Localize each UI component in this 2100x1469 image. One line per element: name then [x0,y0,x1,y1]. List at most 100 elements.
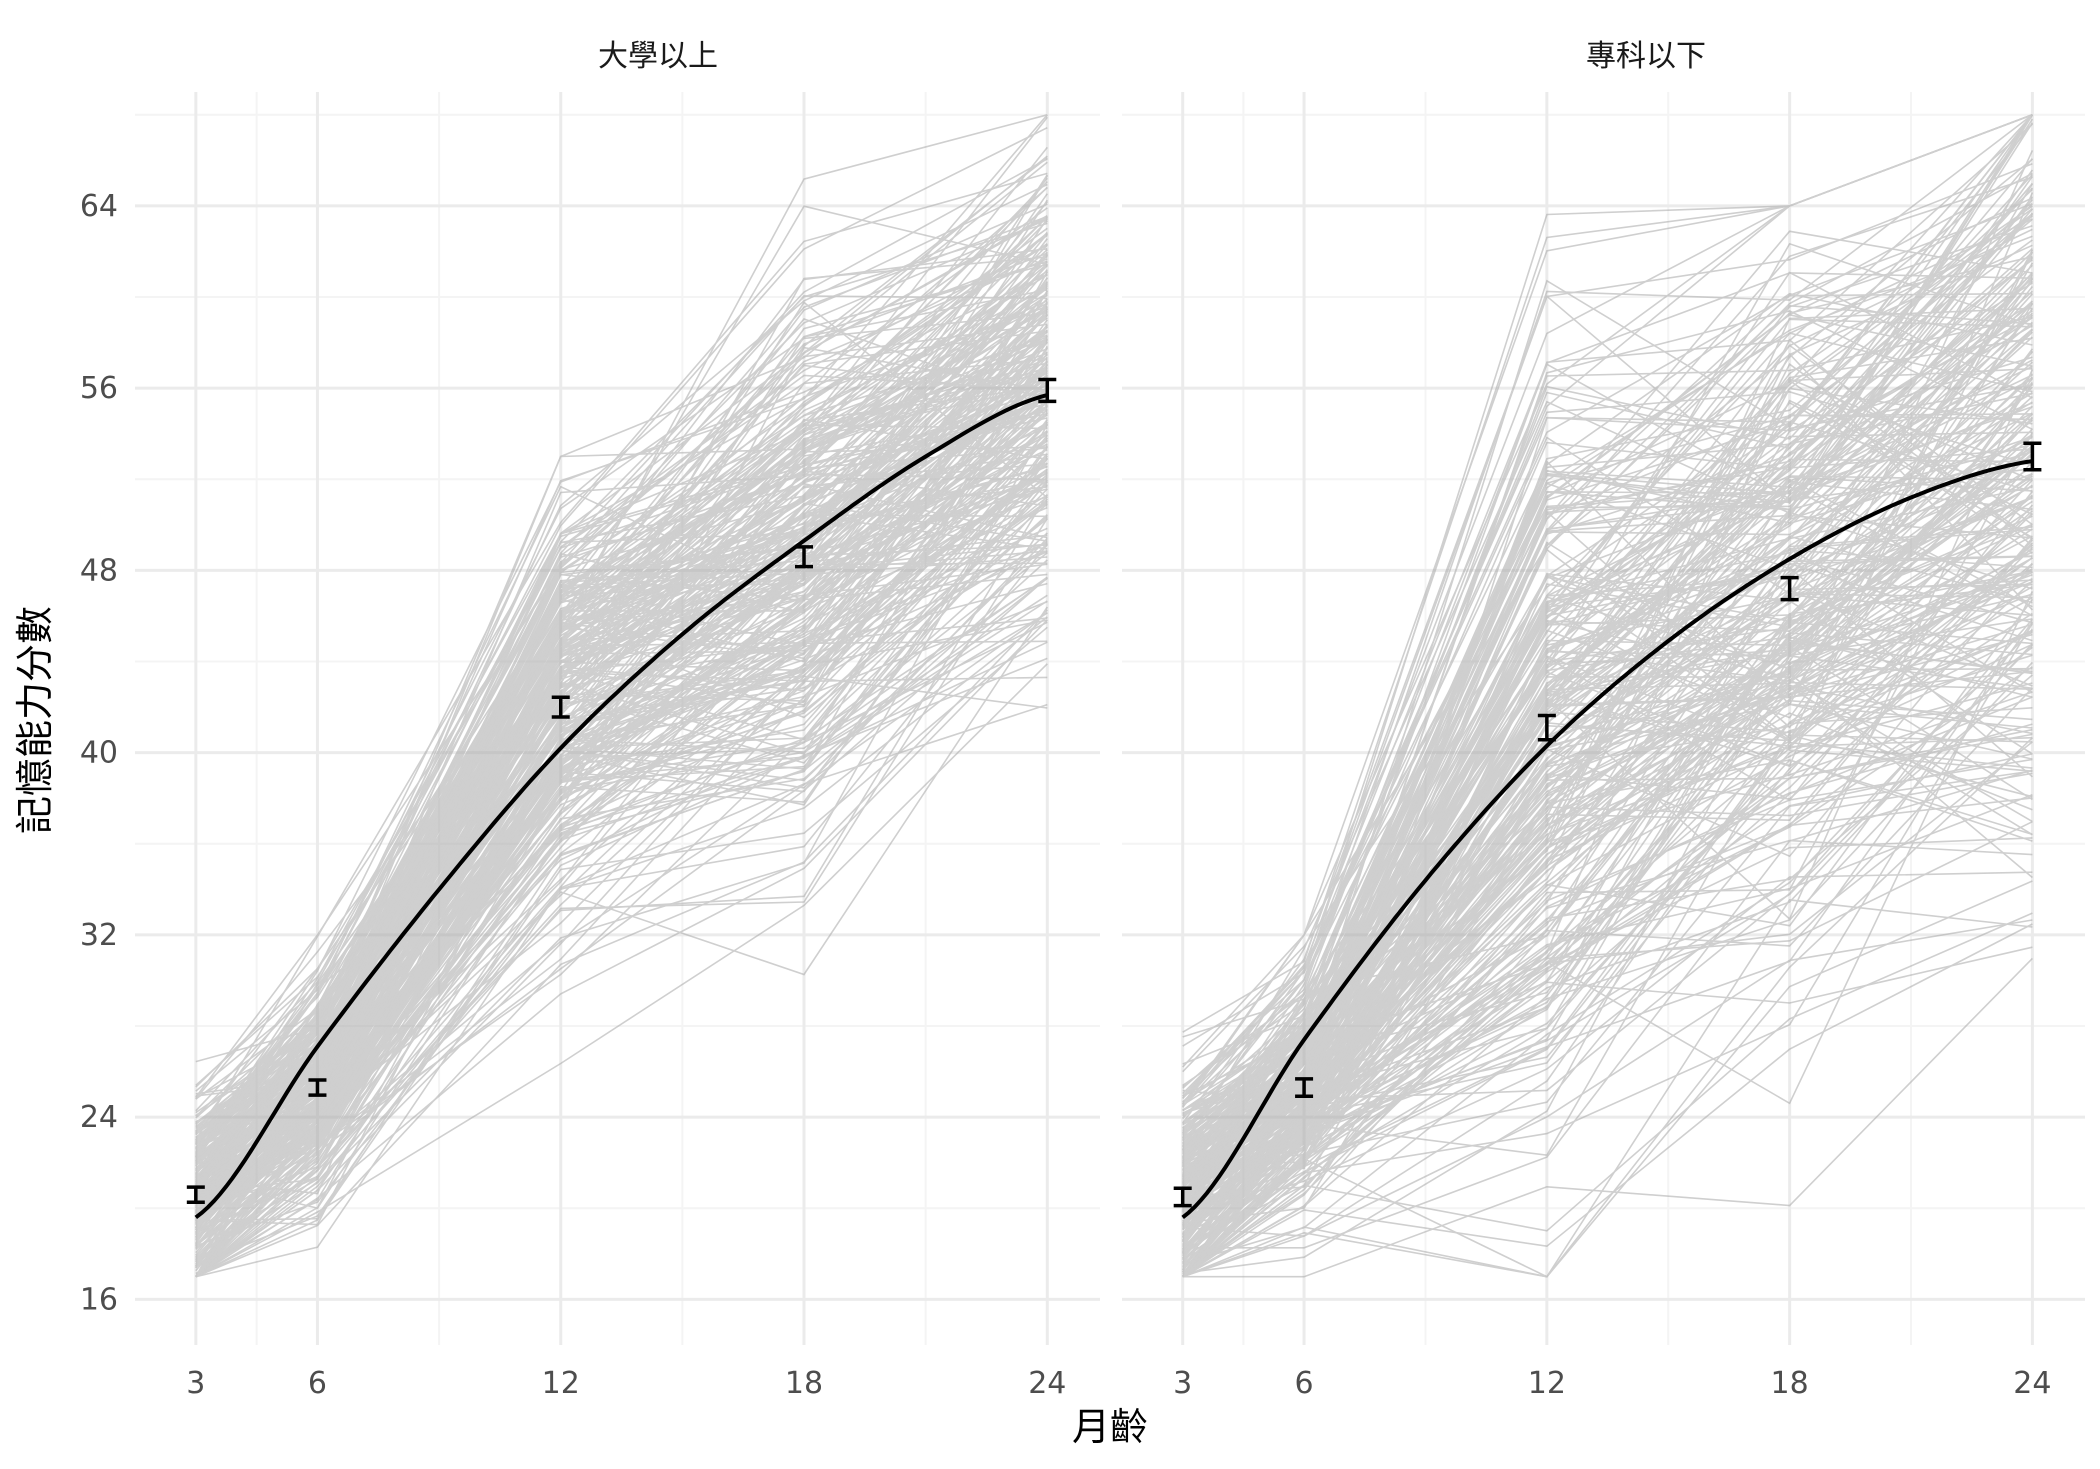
individual-line [195,600,1048,1278]
individual-line [1182,645,2033,1198]
mean-error-bar [2023,441,2042,472]
individual-line [195,457,1048,1189]
individual-line [1182,549,2033,1200]
x-tick-label: 6 [308,1366,327,1401]
individual-line [195,606,1048,1278]
individual-line [195,612,1048,1269]
panel-title: 專科以下 [1586,39,1706,74]
individual-line [1182,741,2033,1278]
individual-line [195,462,1048,1202]
fit-curve [1181,459,2033,1219]
mean-error-bar [1038,377,1057,404]
individual-line [195,616,1048,1247]
individual-line [1182,114,2034,1116]
individual-line [1182,384,2033,1175]
individual-line [1182,256,2033,1151]
individual-line [195,657,1048,1266]
x-tick-label: 3 [186,1366,205,1401]
mean-error-bar [308,1078,327,1097]
individual-line [1182,172,2033,1167]
individual-line [1182,770,2033,1278]
mean-error-bar [795,545,814,569]
individual-line [195,352,1048,1192]
individual-line [1182,741,2033,1236]
individual-line [1182,577,2033,1181]
individual-line [195,458,1048,1249]
individual-line [1182,570,2033,1206]
individual-line [195,261,1048,1167]
individual-line [195,468,1048,1246]
individual-line [1182,264,2033,1164]
individual-line [195,359,1048,1212]
individual-line [195,517,1048,1278]
individual-line [1182,290,2033,1156]
individual-line [195,114,1048,1125]
individual-line [1182,555,2033,1178]
error-bars [1173,441,2042,1208]
individual-line [1182,723,2033,1278]
individual-line [195,550,1048,1226]
individual-line [1182,573,2033,1223]
individual-line [1182,255,2033,1130]
fit-curve [194,393,1048,1219]
individual-line [195,466,1048,1219]
individual-line [195,552,1048,1278]
individual-line [195,414,1048,1193]
individual-line [195,641,1048,1233]
individual-line [195,609,1048,1278]
individual-line [195,374,1048,1170]
individual-line [1182,793,2033,1275]
individual-line [1182,687,2033,1278]
individual-line [1182,378,2033,1158]
x-tick-label: 18 [1771,1366,1809,1401]
individual-line [195,205,1048,1132]
x-tick-label: 6 [1295,1366,1314,1401]
x-tick-label: 24 [2013,1366,2051,1401]
individual-line [1182,571,2033,1226]
individual-line [1182,114,2034,1088]
individual-line [1182,528,2033,1242]
individual-line [195,215,1048,1179]
individual-line [195,374,1048,1163]
individual-line [195,506,1048,1275]
individual-line [195,556,1048,1263]
individual-line [1182,759,2033,1253]
individual-line [1182,114,2033,1099]
individual-line [195,220,1048,1112]
y-axis-title: 記憶能力分數 [13,606,57,834]
individual-line [1182,182,2034,1038]
individual-line [1182,511,2033,1204]
individual-line [195,318,1048,1178]
y-tick-label: 64 [80,189,118,224]
x-tick-label: 18 [785,1366,823,1401]
y-tick-label: 48 [80,553,118,588]
individual-line [195,339,1048,1160]
individual-line [1182,707,2033,1278]
individual-line [1182,230,2033,1148]
individual-trajectories [1181,114,2034,1278]
y-tick-label: 40 [80,736,118,771]
individual-line [195,319,1048,1191]
individual-line [1182,215,2033,1119]
x-tick-label: 12 [1528,1366,1566,1401]
y-tick-label: 32 [80,918,118,953]
individual-line [1182,772,2033,1247]
y-tick-label: 24 [80,1100,118,1135]
individual-line [195,253,1048,1157]
individual-line [195,482,1048,1192]
individual-line [1182,465,2033,1254]
mean-error-bar [1295,1077,1314,1099]
individual-line [1182,923,2033,1278]
x-tick-label: 12 [542,1366,580,1401]
individual-line [195,663,1048,1278]
individual-line [195,363,1048,1194]
individual-line [1182,655,2033,1241]
individual-line [195,576,1048,1246]
individual-line [1182,239,2033,1201]
individual-line [1182,302,2033,1140]
individual-line [195,475,1048,1222]
individual-line [1182,118,2034,1158]
individual-line [195,676,1048,1278]
